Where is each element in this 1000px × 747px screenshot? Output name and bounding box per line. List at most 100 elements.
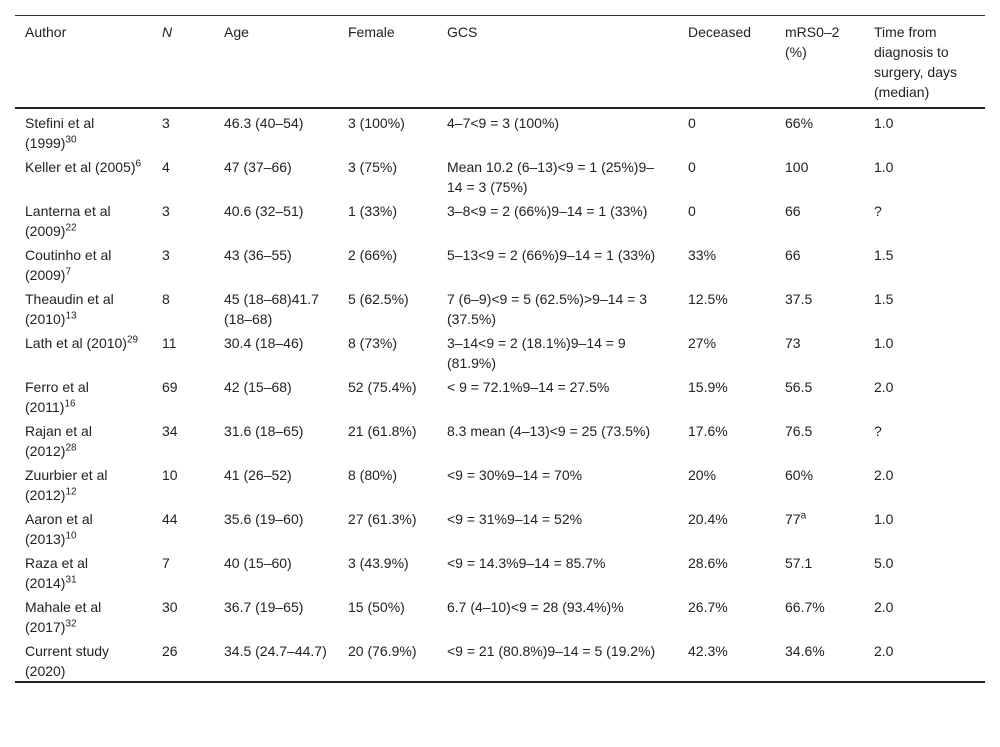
superscript: 13 (65, 310, 77, 322)
table-cell: 1.0 (874, 511, 894, 527)
table-cell: 73 (785, 335, 801, 351)
table-cell: Stefini et al (1999)30 (15, 108, 152, 153)
superscript: a (800, 510, 807, 522)
table-cell: < 9 = 72.1%9–14 = 27.5% (447, 379, 610, 395)
table-cell: 40.6 (32–51) (224, 203, 304, 219)
table-cell: 20.4% (688, 511, 728, 527)
table-cell: <9 = 21 (80.8%)9–14 = 5 (19.2%) (447, 643, 656, 659)
table-cell: 77a (775, 505, 864, 549)
table-cell: 66% (785, 115, 814, 131)
table-row: Lanterna et al (2009)22 3 40.6 (32–51) 1 (3… (15, 197, 985, 241)
table-cell: 7 (6–9)<9 = 5 (62.5%)>9–14 = 3 (37.5%) (447, 291, 648, 327)
cell-text: 77 (785, 511, 801, 527)
cell-text: Mahale et al (2017) (25, 599, 102, 635)
table-cell: Mean 10.2 (6–13)<9 = 1 (25%)9–14 = 3 (75… (447, 159, 655, 195)
table-row: Aaron et al (2013)10 44 35.6 (19–60) 27 (61… (15, 505, 985, 549)
table-cell: 2.0 (874, 467, 894, 483)
superscript: 31 (65, 574, 77, 586)
table-cell: 8 (162, 291, 170, 307)
table-cell: 56.5 (785, 379, 813, 395)
table-cell: 44 (162, 511, 178, 527)
table-cell: 45 (18–68)41.7 (18–68) (224, 291, 319, 327)
superscript: 29 (126, 334, 139, 346)
table-cell: 33% (688, 247, 717, 263)
superscript: 28 (65, 442, 77, 454)
table-row: Ferro et al (2011)16 69 42 (15–68) 52 (75.4… (15, 373, 985, 417)
table-row: Coutinho et al (2009)7 3 43 (36–55) 2 (66%)… (15, 241, 985, 285)
table-cell: 3 (162, 247, 170, 263)
table-cell: 3 (162, 115, 170, 131)
table-cell: 21 (61.8%) (348, 423, 417, 439)
superscript: 6 (135, 158, 142, 170)
table-cell: 43 (36–55) (224, 247, 292, 263)
cell-text: Theaudin et al (2010) (25, 291, 114, 327)
table-cell: 30.4 (18–46) (224, 335, 304, 351)
superscript: 16 (64, 398, 76, 410)
table-cell: Current study (2020) (25, 643, 110, 679)
table-cell: 0 (688, 159, 696, 175)
table-cell: Raza et al (2014)31 (15, 549, 152, 593)
table-cell: 36.7 (19–65) (224, 599, 304, 615)
header-cell: Time from diagnosis to surgery, days (me… (874, 24, 957, 100)
table-cell: 52 (75.4%) (348, 379, 417, 395)
superscript: 10 (65, 530, 77, 542)
cell-text: Coutinho et al (2009) (25, 247, 112, 283)
table-cell: 100 (785, 159, 809, 175)
table-cell: 3–14<9 = 2 (18.1%)9–14 = 9 (81.9%) (447, 335, 626, 371)
table-cell: 34.6% (785, 643, 825, 659)
header-cell: N (162, 24, 173, 40)
table-cell: 3 (162, 203, 170, 219)
table-cell: 5–13<9 = 2 (66%)9–14 = 1 (33%) (447, 247, 656, 263)
table-cell: 8 (80%) (348, 467, 398, 483)
table-cell: Mahale et al (2017)32 (15, 593, 152, 637)
superscript: 12 (65, 486, 77, 498)
table-cell: 15.9% (688, 379, 728, 395)
table-cell: 0 (688, 203, 696, 219)
table-cell: 42 (15–68) (224, 379, 292, 395)
table-row: Rajan et al (2012)28 34 31.6 (18–65) 21 (61… (15, 417, 985, 461)
table-cell: ? (874, 423, 882, 439)
table-cell: 47 (37–66) (224, 159, 292, 175)
table-cell: 6.7 (4–10)<9 = 28 (93.4%)% (447, 599, 624, 615)
table-row: Mahale et al (2017)32 30 36.7 (19–65) 15 (5… (15, 593, 985, 637)
table-cell: Lath et al (2010)29 (15, 329, 152, 373)
table-cell: <9 = 14.3%9–14 = 85.7% (447, 555, 606, 571)
table-cell: 42.3% (688, 643, 728, 659)
table-cell: 12.5% (688, 291, 728, 307)
table-cell: 5.0 (874, 555, 894, 571)
table-cell: 1.0 (874, 335, 894, 351)
header-cell: mRS0–2 (%) (785, 24, 840, 60)
table-cell: 34.5 (24.7–44.7) (224, 643, 327, 659)
table-cell: 8 (73%) (348, 335, 398, 351)
table-cell: Lanterna et al (2009)22 (15, 197, 152, 241)
superscript: 7 (65, 266, 72, 278)
cell-text: Raza et al (2014) (25, 555, 89, 591)
table-row: Stefini et al (1999)30 3 46.3 (40–54) 3 (10… (15, 108, 985, 153)
table-cell: Rajan et al (2012)28 (15, 417, 152, 461)
table-cell: 4 (162, 159, 170, 175)
table-cell: ? (874, 203, 882, 219)
table-cell: 2.0 (874, 379, 894, 395)
table-row: Keller et al (2005)6 4 47 (37–66) 3 (75%) Me… (15, 153, 985, 197)
table-cell: 66 (785, 247, 801, 263)
data-table: Author N Age Female GCS Deceased mRS0–2 (%) Tim… (15, 15, 985, 683)
table-cell: 27% (688, 335, 717, 351)
table-cell: 31.6 (18–65) (224, 423, 304, 439)
cell-text: Keller et al (2005) (25, 159, 136, 175)
table-cell: <9 = 30%9–14 = 70% (447, 467, 583, 483)
table-row: Zuurbier et al (2012)12 10 41 (26–52) 8 (80… (15, 461, 985, 505)
table-cell: 66.7% (785, 599, 825, 615)
table-cell: 1.0 (874, 115, 894, 131)
table-cell: 5 (62.5%) (348, 291, 409, 307)
cell-text: Rajan et al (2012) (25, 423, 92, 459)
table-cell: 40 (15–60) (224, 555, 292, 571)
table-cell: 8.3 mean (4–13)<9 = 25 (73.5%) (447, 423, 651, 439)
header-cell: Female (348, 24, 395, 40)
table-cell: 57.1 (785, 555, 813, 571)
header-cell: Author (25, 24, 67, 40)
table-cell: Aaron et al (2013)10 (15, 505, 152, 549)
table-cell: 10 (162, 467, 178, 483)
table-cell: 2.0 (874, 643, 894, 659)
cell-text: Lath et al (2010) (25, 335, 127, 351)
table-cell: 17.6% (688, 423, 728, 439)
